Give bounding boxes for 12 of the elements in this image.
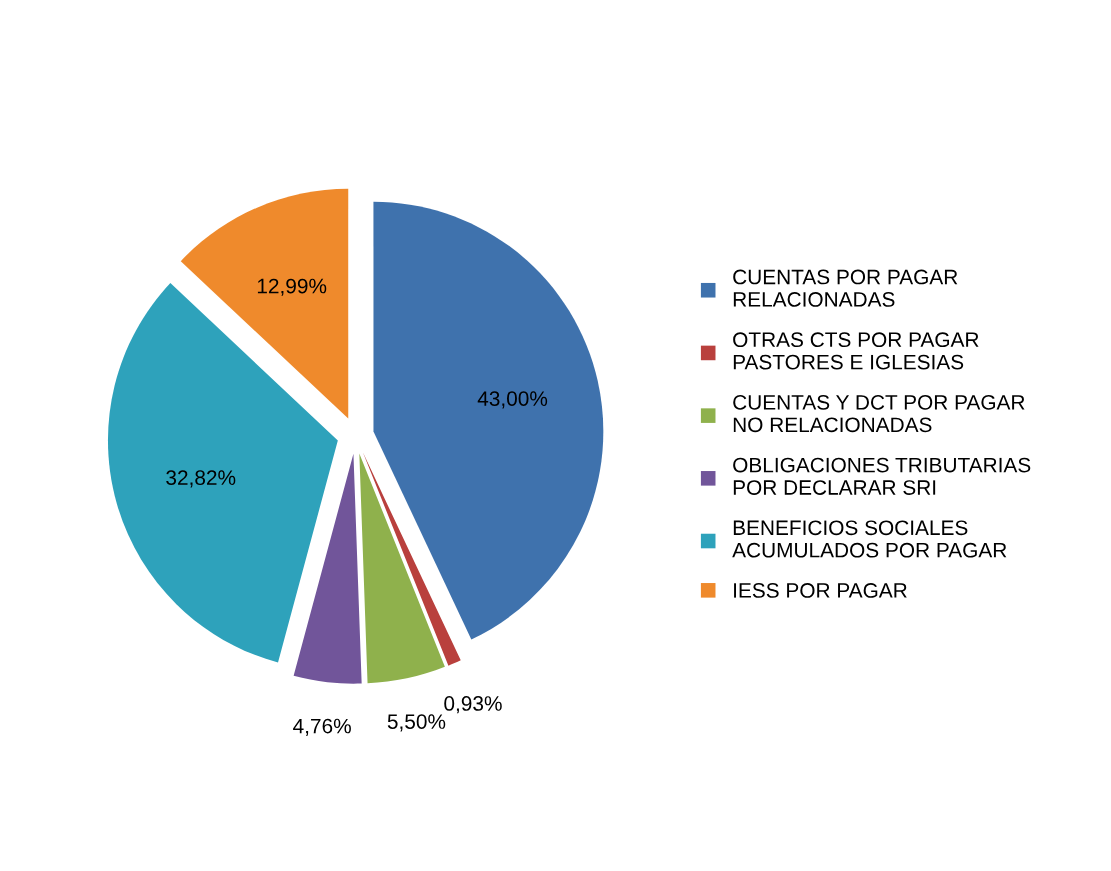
data-label: 5,50% bbox=[387, 714, 446, 732]
legend-label: OBLIGACIONES TRIBUTARIAS POR DECLARAR SRI bbox=[733, 457, 1031, 495]
legend-label: CUENTAS POR PAGAR RELACIONADAS bbox=[733, 269, 958, 307]
legend-label: BENEFICIOS SOCIALES ACUMULADOS POR PAGAR bbox=[732, 520, 1007, 558]
legend-label: IESS POR PAGAR bbox=[734, 583, 907, 598]
data-label: 4,76% bbox=[293, 718, 351, 736]
data-label: 12,99% bbox=[257, 278, 327, 296]
legend-label: CUENTAS Y DCT POR PAGAR NO RELACIONADAS bbox=[733, 394, 1025, 433]
data-label: 32,82% bbox=[166, 470, 236, 488]
data-label: 43,00% bbox=[477, 391, 548, 409]
data-label: 0,93% bbox=[444, 696, 502, 714]
legend-label: OTRAS CTS POR PAGAR PASTORES E IGLESIAS bbox=[733, 332, 979, 370]
